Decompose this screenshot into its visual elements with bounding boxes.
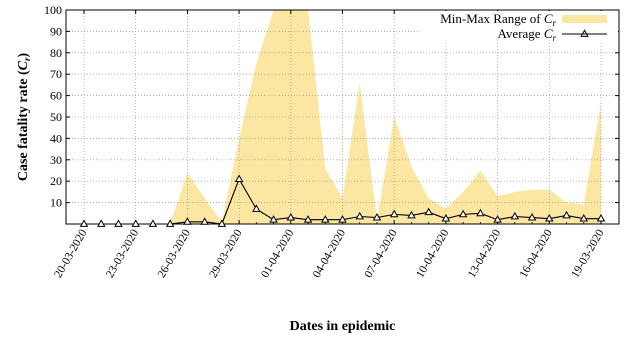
legend: Min-Max Range of Cr​ Average Cr​ <box>420 11 618 43</box>
average-series-layer <box>79 174 606 227</box>
average-point <box>252 204 261 212</box>
average-point <box>131 219 140 227</box>
average-point <box>527 212 537 221</box>
average-point <box>79 219 89 227</box>
legend-label-range: Min-Max Range of Cr​ <box>440 11 556 28</box>
average-point <box>321 215 330 223</box>
average-point <box>424 207 433 216</box>
y-tick-label: 50 <box>50 110 62 124</box>
average-point <box>389 209 399 218</box>
y-tick-label: 40 <box>50 131 62 145</box>
x-axis-label: Dates in epidemic <box>290 319 396 334</box>
average-point <box>579 214 589 222</box>
y-axis-label: Case fatality rate (Cr​) <box>16 53 32 182</box>
average-point <box>510 211 520 220</box>
y-tick-label: 100 <box>44 3 62 17</box>
average-point <box>338 215 347 223</box>
y-tick-label: 10 <box>50 196 62 210</box>
average-point <box>372 212 382 221</box>
average-point <box>545 214 554 222</box>
average-point <box>458 209 468 218</box>
average-point <box>441 214 451 222</box>
legend-swatch-range <box>562 15 607 23</box>
legend-swatch-average-marker <box>580 29 589 37</box>
average-point <box>96 219 106 227</box>
y-tick-label: 80 <box>50 46 62 60</box>
legend-label-average: Average Cr​ <box>498 26 557 43</box>
average-point <box>303 215 313 223</box>
average-point <box>217 219 227 227</box>
average-point <box>562 210 571 219</box>
y-tick-label: 90 <box>50 24 62 38</box>
average-point <box>407 210 416 219</box>
y-tick-label: 30 <box>50 153 62 167</box>
average-point <box>286 212 296 221</box>
average-point <box>493 215 502 223</box>
average-point <box>148 219 158 227</box>
average-point <box>200 217 209 225</box>
y-tick-label: 70 <box>50 67 62 81</box>
average-point <box>234 174 244 182</box>
average-point <box>269 215 278 223</box>
average-point <box>476 208 485 217</box>
average-point <box>114 219 123 227</box>
average-point <box>355 211 364 220</box>
average-point <box>183 217 192 225</box>
average-point <box>596 214 606 222</box>
average-point <box>165 219 175 227</box>
y-tick-label: 60 <box>50 89 62 103</box>
y-tick-label: 20 <box>50 174 62 188</box>
